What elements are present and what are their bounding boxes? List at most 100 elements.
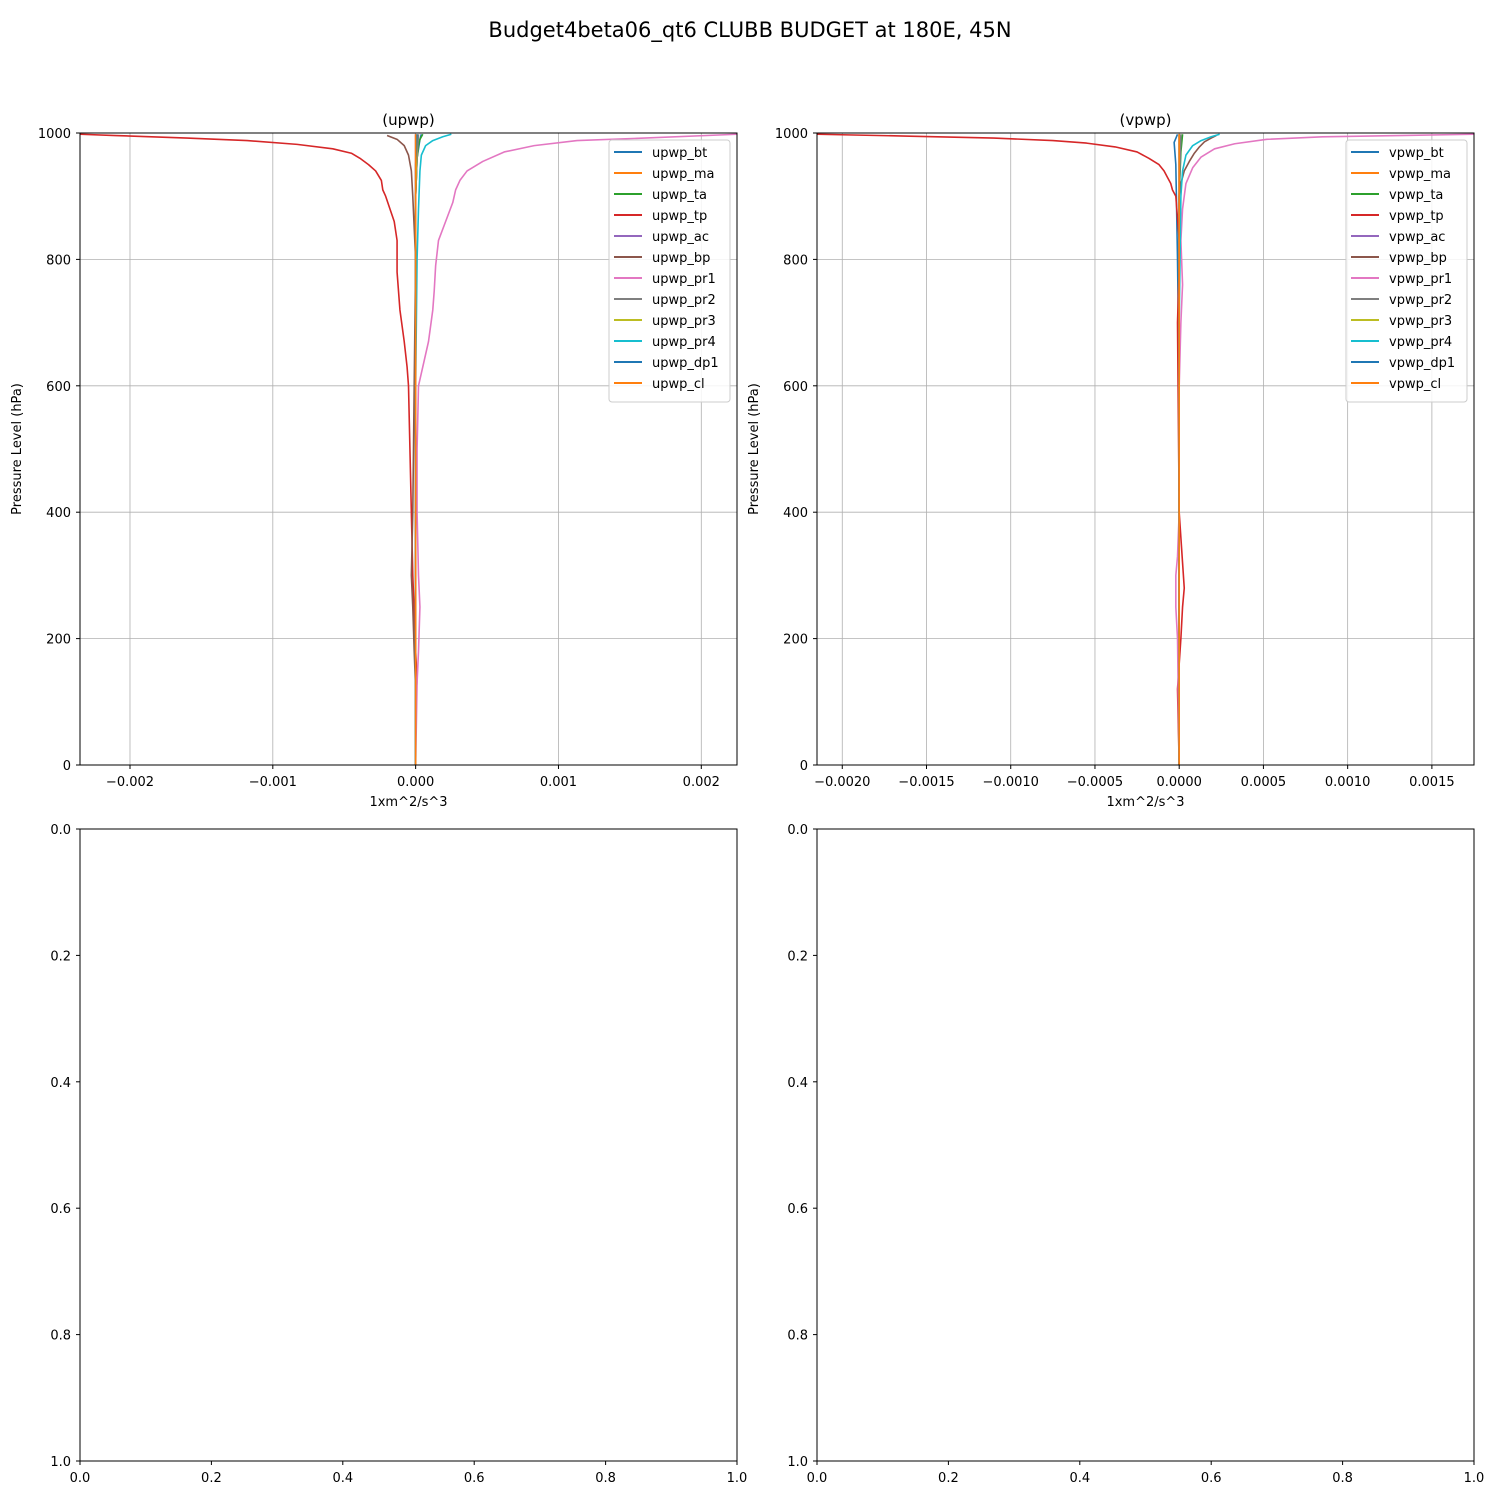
y-tick-label-4: 800 [783,253,808,268]
legend-label-vpwp_ta: vpwp_ta [1389,188,1443,203]
x-tick-label-1: 0.2 [938,1471,959,1486]
tick-marks [76,132,702,769]
y-tick-label-4: 0.8 [787,1329,808,1344]
y-tick-label-0: 0 [800,759,808,774]
chart-panel-4: 0.0 0.2 0.4 0.6 0.8 1.00.00.20.40.60.81.0 [787,823,1484,1486]
x-tick-label-2: 0.000 [397,775,434,790]
chart-panel-3: 0.0 0.2 0.4 0.6 0.8 1.00.00.20.40.60.81.0 [50,823,747,1486]
legend-label-upwp_ac: upwp_ac [652,230,709,245]
x-tick-label-1: −0.0015 [898,775,954,790]
charts-container: −0.002 −0.001 0.000 0.001 0.002 0 200 400 600 800… [10,111,1484,1486]
legend-label-upwp_ma: upwp_ma [652,167,715,182]
legend-label-vpwp_cl: vpwp_cl [1389,377,1441,392]
x-tick-label-3: 0.6 [1201,1471,1222,1486]
axes-frame [79,132,738,766]
y-tick-label-3: 0.6 [787,1202,808,1217]
legend-label-upwp_pr2: upwp_pr2 [652,293,716,308]
x-tick-label-3: 0.6 [464,1471,485,1486]
y-tick-label-5: 1000 [775,127,808,142]
x-tick-label-1: −0.001 [249,775,297,790]
x-tick-label-4: 0.8 [595,1471,616,1486]
legend-label-vpwp_pr4: vpwp_pr4 [1389,335,1452,350]
series-line-vpwp_pr1 [1175,133,1474,765]
y-tick-label-3: 600 [46,380,71,395]
legend-label-upwp_pr4: upwp_pr4 [652,335,716,350]
legend-label-upwp_tp: upwp_tp [652,209,707,224]
legend-label-vpwp_ac: vpwp_ac [1389,230,1445,245]
legend: vpwp_bt vpwp_ma vpwp_ta vpwp_tp vpwp_ac vpwp_… [1345,139,1468,403]
legend-box [608,139,731,403]
x-tick-label-0: 0.0 [807,1471,828,1486]
y-tick-label-3: 0.6 [50,1202,71,1217]
x-tick-label-2: 0.4 [332,1471,353,1486]
legend-label-vpwp_pr1: vpwp_pr1 [1389,272,1452,287]
legend-label-vpwp_pr3: vpwp_pr3 [1389,314,1452,329]
y-tick-label-4: 800 [46,253,71,268]
x-axis-label: 1xm^2/s^3 [1106,795,1184,810]
y-tick-label-0: 0.0 [50,823,71,838]
x-tick-label-2: 0.4 [1069,1471,1090,1486]
chart-panel-1: −0.002 −0.001 0.000 0.001 0.002 0 200 400 600 800… [10,111,738,810]
x-tick-label-0: −0.0020 [814,775,870,790]
x-axis-label: 1xm^2/s^3 [369,795,447,810]
series-group [80,133,737,765]
y-tick-label-1: 200 [46,633,71,648]
chart-panel-2: −0.0020 −0.0015 −0.0010 −0.0005 0.0000 0.0005… [747,111,1475,810]
y-tick-label-5: 1000 [38,127,71,142]
axes-frame [816,132,1475,766]
legend-label-upwp_bt: upwp_bt [652,146,707,161]
y-tick-label-2: 0.4 [787,1076,808,1091]
series-line-vpwp_tp [817,133,1186,765]
x-tick-label-6: 0.0010 [1325,775,1371,790]
axes-frame [79,828,738,1462]
y-tick-label-5: 1.0 [50,1455,71,1470]
x-tick-label-3: −0.0005 [1067,775,1123,790]
x-tick-label-4: 0.0000 [1156,775,1202,790]
y-axis-label: Pressure Level (hPa) [747,383,762,515]
x-tick-label-3: 0.001 [540,775,577,790]
legend: upwp_bt upwp_ma upwp_ta upwp_tp upwp_ac upwp_… [608,139,731,403]
y-tick-label-4: 0.8 [50,1329,71,1344]
legend-label-upwp_dp1: upwp_dp1 [652,356,719,371]
legend-label-upwp_pr3: upwp_pr3 [652,314,716,329]
legend-box [1345,139,1468,403]
legend-label-vpwp_bt: vpwp_bt [1389,146,1444,161]
y-tick-label-1: 0.2 [787,949,808,964]
legend-label-vpwp_tp: vpwp_tp [1389,209,1444,224]
x-tick-label-5: 1.0 [727,1471,748,1486]
y-tick-label-0: 0.0 [787,823,808,838]
legend-label-upwp_bp: upwp_bp [652,251,710,266]
figure-suptitle: Budget4beta06_qt6 CLUBB BUDGET at 180E, … [488,18,1011,43]
y-tick-label-2: 400 [46,506,71,521]
chart-title: (vpwp) [1120,111,1172,129]
legend-label-upwp_ta: upwp_ta [652,188,707,203]
x-tick-label-4: 0.8 [1332,1471,1353,1486]
x-tick-label-4: 0.002 [683,775,720,790]
tick-marks [813,132,1433,769]
legend-label-vpwp_pr2: vpwp_pr2 [1389,293,1452,308]
series-line-upwp_pr1 [414,133,737,765]
y-tick-label-1: 0.2 [50,949,71,964]
x-tick-label-5: 0.0005 [1241,775,1287,790]
legend-label-upwp_pr1: upwp_pr1 [652,272,716,287]
legend-label-vpwp_bp: vpwp_bp [1389,251,1447,266]
y-tick-label-1: 200 [783,633,808,648]
x-tick-label-5: 1.0 [1464,1471,1485,1486]
y-axis-label: Pressure Level (hPa) [10,383,25,515]
y-tick-label-2: 0.4 [50,1076,71,1091]
legend-label-upwp_cl: upwp_cl [652,377,705,392]
axes-frame [816,828,1475,1462]
legend-label-vpwp_ma: vpwp_ma [1389,167,1451,182]
x-tick-label-7: 0.0015 [1409,775,1455,790]
y-tick-label-5: 1.0 [787,1455,808,1470]
x-tick-label-2: −0.0010 [983,775,1039,790]
legend-label-vpwp_dp1: vpwp_dp1 [1389,356,1455,371]
y-tick-label-3: 600 [783,380,808,395]
chart-title: (upwp) [382,111,435,129]
series-group [817,133,1474,765]
x-tick-label-0: 0.0 [70,1471,91,1486]
y-tick-label-0: 0 [63,759,71,774]
x-tick-label-0: −0.002 [106,775,154,790]
